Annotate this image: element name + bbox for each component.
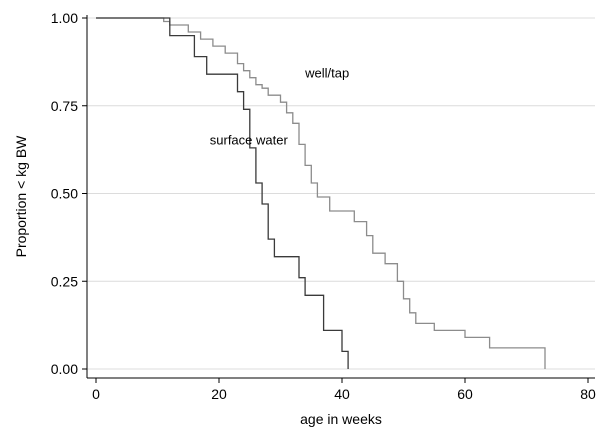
x-tick-label: 40 xyxy=(334,386,350,402)
y-tick-label: 0.00 xyxy=(51,361,78,377)
axes: 0.00 0.25 0.50 0.75 1.00 0 20 40 60 80 xyxy=(51,10,596,402)
series-line-surface-water xyxy=(96,17,349,369)
series-line-well-tap xyxy=(96,17,546,369)
gridlines xyxy=(87,17,595,370)
annotation-well-tap: well/tap xyxy=(304,66,349,81)
x-tick-label: 60 xyxy=(457,386,473,402)
series-annotations: well/tap surface water xyxy=(210,66,349,148)
y-tick-label: 0.25 xyxy=(51,273,78,289)
y-axis-label: Proportion < kg BW xyxy=(13,135,29,258)
y-tick-label: 0.75 xyxy=(51,98,78,114)
x-tick-label: 0 xyxy=(92,386,100,402)
series-lines xyxy=(96,17,546,369)
annotation-surface-water: surface water xyxy=(210,132,289,147)
y-tick-label: 1.00 xyxy=(51,10,78,26)
x-tick-label: 20 xyxy=(211,386,227,402)
y-tick-label: 0.50 xyxy=(51,186,78,202)
x-axis-label: age in weeks xyxy=(300,411,382,427)
x-tick-label: 80 xyxy=(580,386,596,402)
